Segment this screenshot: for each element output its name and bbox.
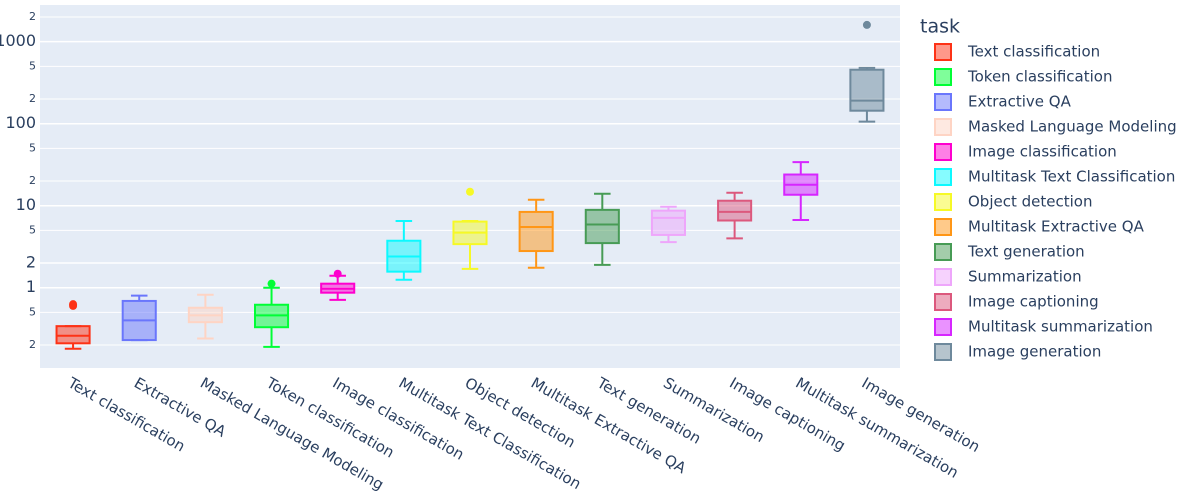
legend-swatch[interactable] xyxy=(934,43,952,61)
y-tick-label: 5 xyxy=(29,223,36,236)
y-tick-label: 1 xyxy=(26,277,36,296)
y-tick-label: 5 xyxy=(29,59,36,72)
y-tick-label: 2 xyxy=(29,338,36,351)
legend-swatch[interactable] xyxy=(934,143,952,161)
plot-area xyxy=(40,5,900,368)
outlier xyxy=(862,20,871,29)
legend-swatch[interactable] xyxy=(934,293,952,311)
legend-swatch[interactable] xyxy=(934,118,952,136)
legend-swatch[interactable] xyxy=(934,193,952,211)
outlier xyxy=(333,269,342,278)
legend-swatch[interactable] xyxy=(934,318,952,336)
y-tick-label: 100 xyxy=(5,113,36,132)
legend-swatch[interactable] xyxy=(934,93,952,111)
legend-label[interactable]: Multitask summarization xyxy=(968,318,1153,336)
legend-label[interactable]: Multitask Extractive QA xyxy=(968,218,1145,236)
legend-swatch[interactable] xyxy=(934,243,952,261)
legend-label[interactable]: Text generation xyxy=(967,243,1085,261)
legend-label[interactable]: Object detection xyxy=(968,193,1092,211)
y-tick-label: 10 xyxy=(16,195,36,214)
outlier xyxy=(267,279,276,288)
y-tick-label: 2 xyxy=(29,92,36,105)
legend-label[interactable]: Image captioning xyxy=(968,293,1099,311)
box xyxy=(650,209,687,236)
legend-label[interactable]: Extractive QA xyxy=(968,93,1072,111)
legend-label[interactable]: Multitask Text Classification xyxy=(968,168,1175,186)
legend-label[interactable]: Image classification xyxy=(968,143,1117,161)
y-tick-label: 5 xyxy=(29,141,36,154)
outlier xyxy=(466,187,474,196)
box xyxy=(717,199,753,222)
legend-title: task xyxy=(920,16,960,38)
x-tick-label: Image captioning xyxy=(726,374,848,455)
y-tick-label: 5 xyxy=(29,305,36,318)
y-tick-label: 2 xyxy=(29,10,36,23)
legend-label[interactable]: Image generation xyxy=(968,343,1101,361)
legend-swatch[interactable] xyxy=(934,68,952,86)
legend-swatch[interactable] xyxy=(934,268,952,286)
box xyxy=(518,210,554,253)
y-tick-label: 1000 xyxy=(0,31,36,50)
outlier xyxy=(69,300,78,309)
legend-swatch[interactable] xyxy=(934,168,952,186)
legend-swatch[interactable] xyxy=(934,218,952,236)
box xyxy=(584,208,620,245)
y-tick-label: 2 xyxy=(26,253,36,272)
legend-label[interactable]: Masked Language Modeling xyxy=(968,118,1177,136)
legend-label[interactable]: Token classification xyxy=(967,68,1112,86)
legend-label[interactable]: Summarization xyxy=(968,268,1082,286)
y-tick-label: 2 xyxy=(29,174,36,187)
box xyxy=(849,68,885,112)
legend-label[interactable]: Text classification xyxy=(967,43,1100,61)
x-tick-label: Text classification xyxy=(64,373,188,455)
legend-swatch[interactable] xyxy=(934,343,952,361)
